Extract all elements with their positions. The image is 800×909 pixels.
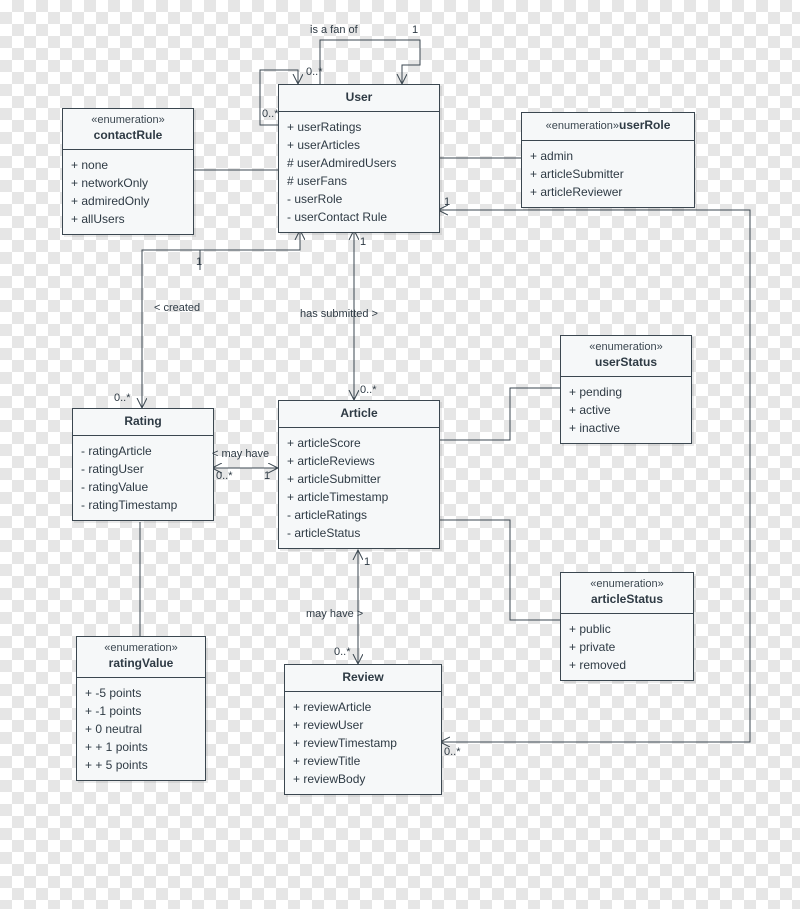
mult: 1 — [364, 556, 370, 568]
stereo: «enumeration» — [546, 120, 619, 132]
mult: 1 — [412, 24, 418, 36]
attrs: + reviewArticle + reviewUser + reviewTim… — [285, 692, 441, 794]
mult: 0..* — [216, 470, 233, 482]
label-fan: is a fan of — [310, 24, 358, 36]
node-rating: Rating - ratingArticle - ratingUser - ra… — [72, 408, 214, 521]
mult: 1 — [196, 256, 202, 268]
attr: # userFans — [287, 172, 431, 190]
attrs: + admin + articleSubmitter + articleRevi… — [522, 141, 694, 207]
attr: + allUsers — [71, 210, 185, 228]
attr: - ratingTimestamp — [81, 496, 205, 514]
attr: + reviewBody — [293, 770, 433, 788]
attr: + pending — [569, 383, 683, 401]
attr: - ratingValue — [81, 478, 205, 496]
mult: 0..* — [306, 66, 323, 78]
attr: + 0 neutral — [85, 720, 197, 738]
attr: + removed — [569, 656, 685, 674]
mult: 0..* — [444, 746, 461, 758]
node-articleStatus: «enumeration» articleStatus + public + p… — [560, 572, 694, 681]
stereo: «enumeration» — [85, 642, 197, 656]
attr: + public — [569, 620, 685, 638]
attr: + reviewUser — [293, 716, 433, 734]
title: articleStatus — [569, 592, 685, 607]
title: Rating — [81, 414, 205, 429]
mult: 1 — [444, 196, 450, 208]
attr: - userContact Rule — [287, 208, 431, 226]
attrs: + -5 points + -1 points + 0 neutral + + … — [77, 678, 205, 780]
attr: + -5 points — [85, 684, 197, 702]
attr: + + 1 points — [85, 738, 197, 756]
attr: + userArticles — [287, 136, 431, 154]
attr: - userRole — [287, 190, 431, 208]
attrs: + articleScore + articleReviews + articl… — [279, 428, 439, 548]
label-created: < created — [154, 302, 200, 314]
attr: + articleTimestamp — [287, 488, 431, 506]
label-submitted: has submitted > — [300, 308, 378, 320]
title: ratingValue — [85, 656, 197, 671]
attrs: + userRatings + userArticles # userAdmir… — [279, 112, 439, 232]
label-mayhave-rating: < may have — [212, 448, 269, 460]
attr: + private — [569, 638, 685, 656]
attr: + networkOnly — [71, 174, 185, 192]
attr: - articleRatings — [287, 506, 431, 524]
title: userStatus — [569, 355, 683, 370]
attr: + articleReviews — [287, 452, 431, 470]
attrs: - ratingArticle - ratingUser - ratingVal… — [73, 436, 213, 520]
attr: + active — [569, 401, 683, 419]
node-review: Review + reviewArticle + reviewUser + re… — [284, 664, 442, 795]
attr: - ratingArticle — [81, 442, 205, 460]
mult: 1 — [264, 470, 270, 482]
mult: 0..* — [334, 646, 351, 658]
mult: 0..* — [114, 392, 131, 404]
attr: - articleStatus — [287, 524, 431, 542]
stereo: «enumeration» — [569, 578, 685, 592]
attr: + admiredOnly — [71, 192, 185, 210]
node-contactRule: «enumeration» contactRule + none + netwo… — [62, 108, 194, 235]
attr: # userAdmiredUsers — [287, 154, 431, 172]
node-user: User + userRatings + userArticles # user… — [278, 84, 440, 233]
attr: + articleReviewer — [530, 183, 686, 201]
attr: + -1 points — [85, 702, 197, 720]
attr: + admin — [530, 147, 686, 165]
attr: - ratingUser — [81, 460, 205, 478]
stereo: «enumeration» — [71, 114, 185, 128]
attr: + reviewTimestamp — [293, 734, 433, 752]
attr: + inactive — [569, 419, 683, 437]
stereo: «enumeration» — [569, 341, 683, 355]
attr: + articleScore — [287, 434, 431, 452]
title: contactRule — [71, 128, 185, 143]
node-userStatus: «enumeration» userStatus + pending + act… — [560, 335, 692, 444]
title: User — [287, 90, 431, 105]
label-mayhave-review: may have > — [306, 608, 363, 620]
mult: 1 — [360, 236, 366, 248]
title: Review — [293, 670, 433, 685]
mult: 0..* — [360, 384, 377, 396]
attr: + articleSubmitter — [530, 165, 686, 183]
title: Article — [287, 406, 431, 421]
attr: + userRatings — [287, 118, 431, 136]
attrs: + pending + active + inactive — [561, 377, 691, 443]
attr: + none — [71, 156, 185, 174]
attrs: + public + private + removed — [561, 614, 693, 680]
node-article: Article + articleScore + articleReviews … — [278, 400, 440, 549]
title: userRole — [619, 118, 670, 132]
diagram-canvas: «enumeration» contactRule + none + netwo… — [0, 0, 800, 909]
attr: + reviewArticle — [293, 698, 433, 716]
mult: 0..* — [262, 108, 279, 120]
attrs: + none + networkOnly + admiredOnly + all… — [63, 150, 193, 234]
attr: + articleSubmitter — [287, 470, 431, 488]
attr: + reviewTitle — [293, 752, 433, 770]
attr: + + 5 points — [85, 756, 197, 774]
node-ratingValue: «enumeration» ratingValue + -5 points + … — [76, 636, 206, 781]
node-userRole: «enumeration»userRole + admin + articleS… — [521, 112, 695, 208]
